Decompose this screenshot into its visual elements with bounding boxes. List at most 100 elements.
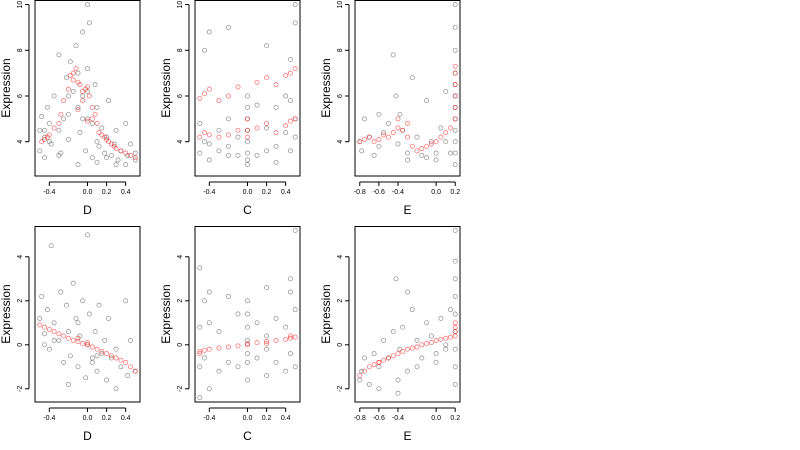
black-point [288, 289, 293, 295]
y-tick-label: 4 [17, 140, 24, 144]
black-point [65, 136, 71, 142]
black-point [254, 102, 260, 108]
black-point [83, 375, 89, 381]
x-axis-title: D [83, 429, 92, 443]
black-point [452, 150, 458, 156]
x-tick-label: 0.2 [450, 415, 460, 422]
black-point [108, 152, 114, 158]
black-point [104, 377, 110, 383]
black-point [371, 351, 377, 357]
red-point [197, 134, 203, 140]
black-point [115, 157, 121, 163]
black-point [94, 159, 100, 165]
red-point [89, 104, 95, 110]
black-point [42, 342, 47, 348]
black-point [245, 157, 250, 163]
red-point [400, 348, 406, 354]
black-point [273, 104, 279, 110]
red-point [371, 139, 377, 145]
black-point [37, 148, 43, 154]
black-point [89, 155, 95, 161]
black-point [273, 315, 279, 321]
y-tick-label: 4 [17, 255, 24, 259]
black-point [206, 386, 212, 392]
red-point [80, 98, 86, 104]
black-point [443, 342, 449, 348]
red-point [113, 355, 119, 361]
black-point [292, 134, 298, 140]
black-point [86, 20, 92, 26]
black-point [419, 355, 425, 361]
black-point [94, 139, 100, 145]
red-point [65, 335, 71, 341]
black-point [397, 346, 403, 352]
y-tick-label: -2 [17, 386, 24, 392]
black-point [395, 390, 401, 396]
black-point [65, 111, 71, 117]
y-axis-title: Expression [319, 284, 333, 343]
black-point [283, 324, 289, 330]
x-tick-label: -0.4 [43, 415, 55, 422]
plot-panel-3: -0.8 -0.6 -0.4 0.0 0.2 4 6 8 10 E Expression [319, 0, 461, 217]
black-point [405, 157, 410, 163]
y-tick-label: 0 [337, 343, 344, 347]
black-point [362, 355, 367, 361]
red-point [225, 344, 231, 350]
red-point [292, 66, 298, 72]
black-point [106, 315, 111, 321]
black-point [254, 152, 260, 158]
red-point [273, 130, 279, 136]
black-point [44, 307, 50, 313]
x-tick-label: 0.0 [83, 189, 93, 196]
black-point [92, 82, 98, 88]
black-point [273, 159, 279, 165]
black-point [357, 377, 363, 383]
plot-panel-5: -0.4 0.0 0.2 0.4 -2 0 2 4 C Expression [159, 226, 301, 443]
red-point [245, 341, 250, 347]
black-point [206, 29, 212, 35]
black-point [245, 311, 250, 317]
black-point [433, 359, 439, 365]
black-point [264, 346, 270, 352]
black-point [73, 43, 79, 49]
red-point [85, 342, 90, 348]
x-tick-label: 0.2 [262, 189, 272, 196]
black-point [65, 93, 71, 99]
red-point [70, 77, 76, 83]
black-point [80, 93, 86, 99]
black-point [433, 157, 439, 163]
black-point [89, 355, 95, 361]
red-point [202, 347, 207, 353]
red-point [206, 86, 212, 92]
black-point [111, 141, 117, 147]
red-point [235, 127, 241, 133]
black-point [283, 130, 289, 136]
black-point [39, 293, 45, 299]
black-point [245, 359, 250, 365]
red-point [89, 344, 95, 350]
x-axis-title: C [243, 429, 252, 443]
black-point [225, 116, 231, 122]
black-point [414, 337, 420, 343]
red-point [108, 353, 114, 359]
y-axis-title: Expression [159, 284, 173, 343]
black-point [96, 143, 102, 149]
red-point [452, 82, 458, 88]
red-point [245, 127, 250, 133]
black-point [56, 52, 62, 58]
x-tick-label: 0.0 [243, 189, 253, 196]
red-point [89, 116, 95, 122]
black-point [264, 373, 270, 379]
red-point [202, 130, 207, 136]
red-point [438, 134, 444, 140]
black-point [366, 381, 372, 387]
black-point [371, 152, 377, 158]
x-tick-label: 0.4 [121, 189, 131, 196]
black-point [56, 152, 62, 158]
y-tick-label: 0 [177, 343, 184, 347]
red-point [283, 123, 289, 129]
red-point [56, 120, 62, 126]
black-point [448, 150, 453, 156]
red-point [264, 120, 270, 126]
